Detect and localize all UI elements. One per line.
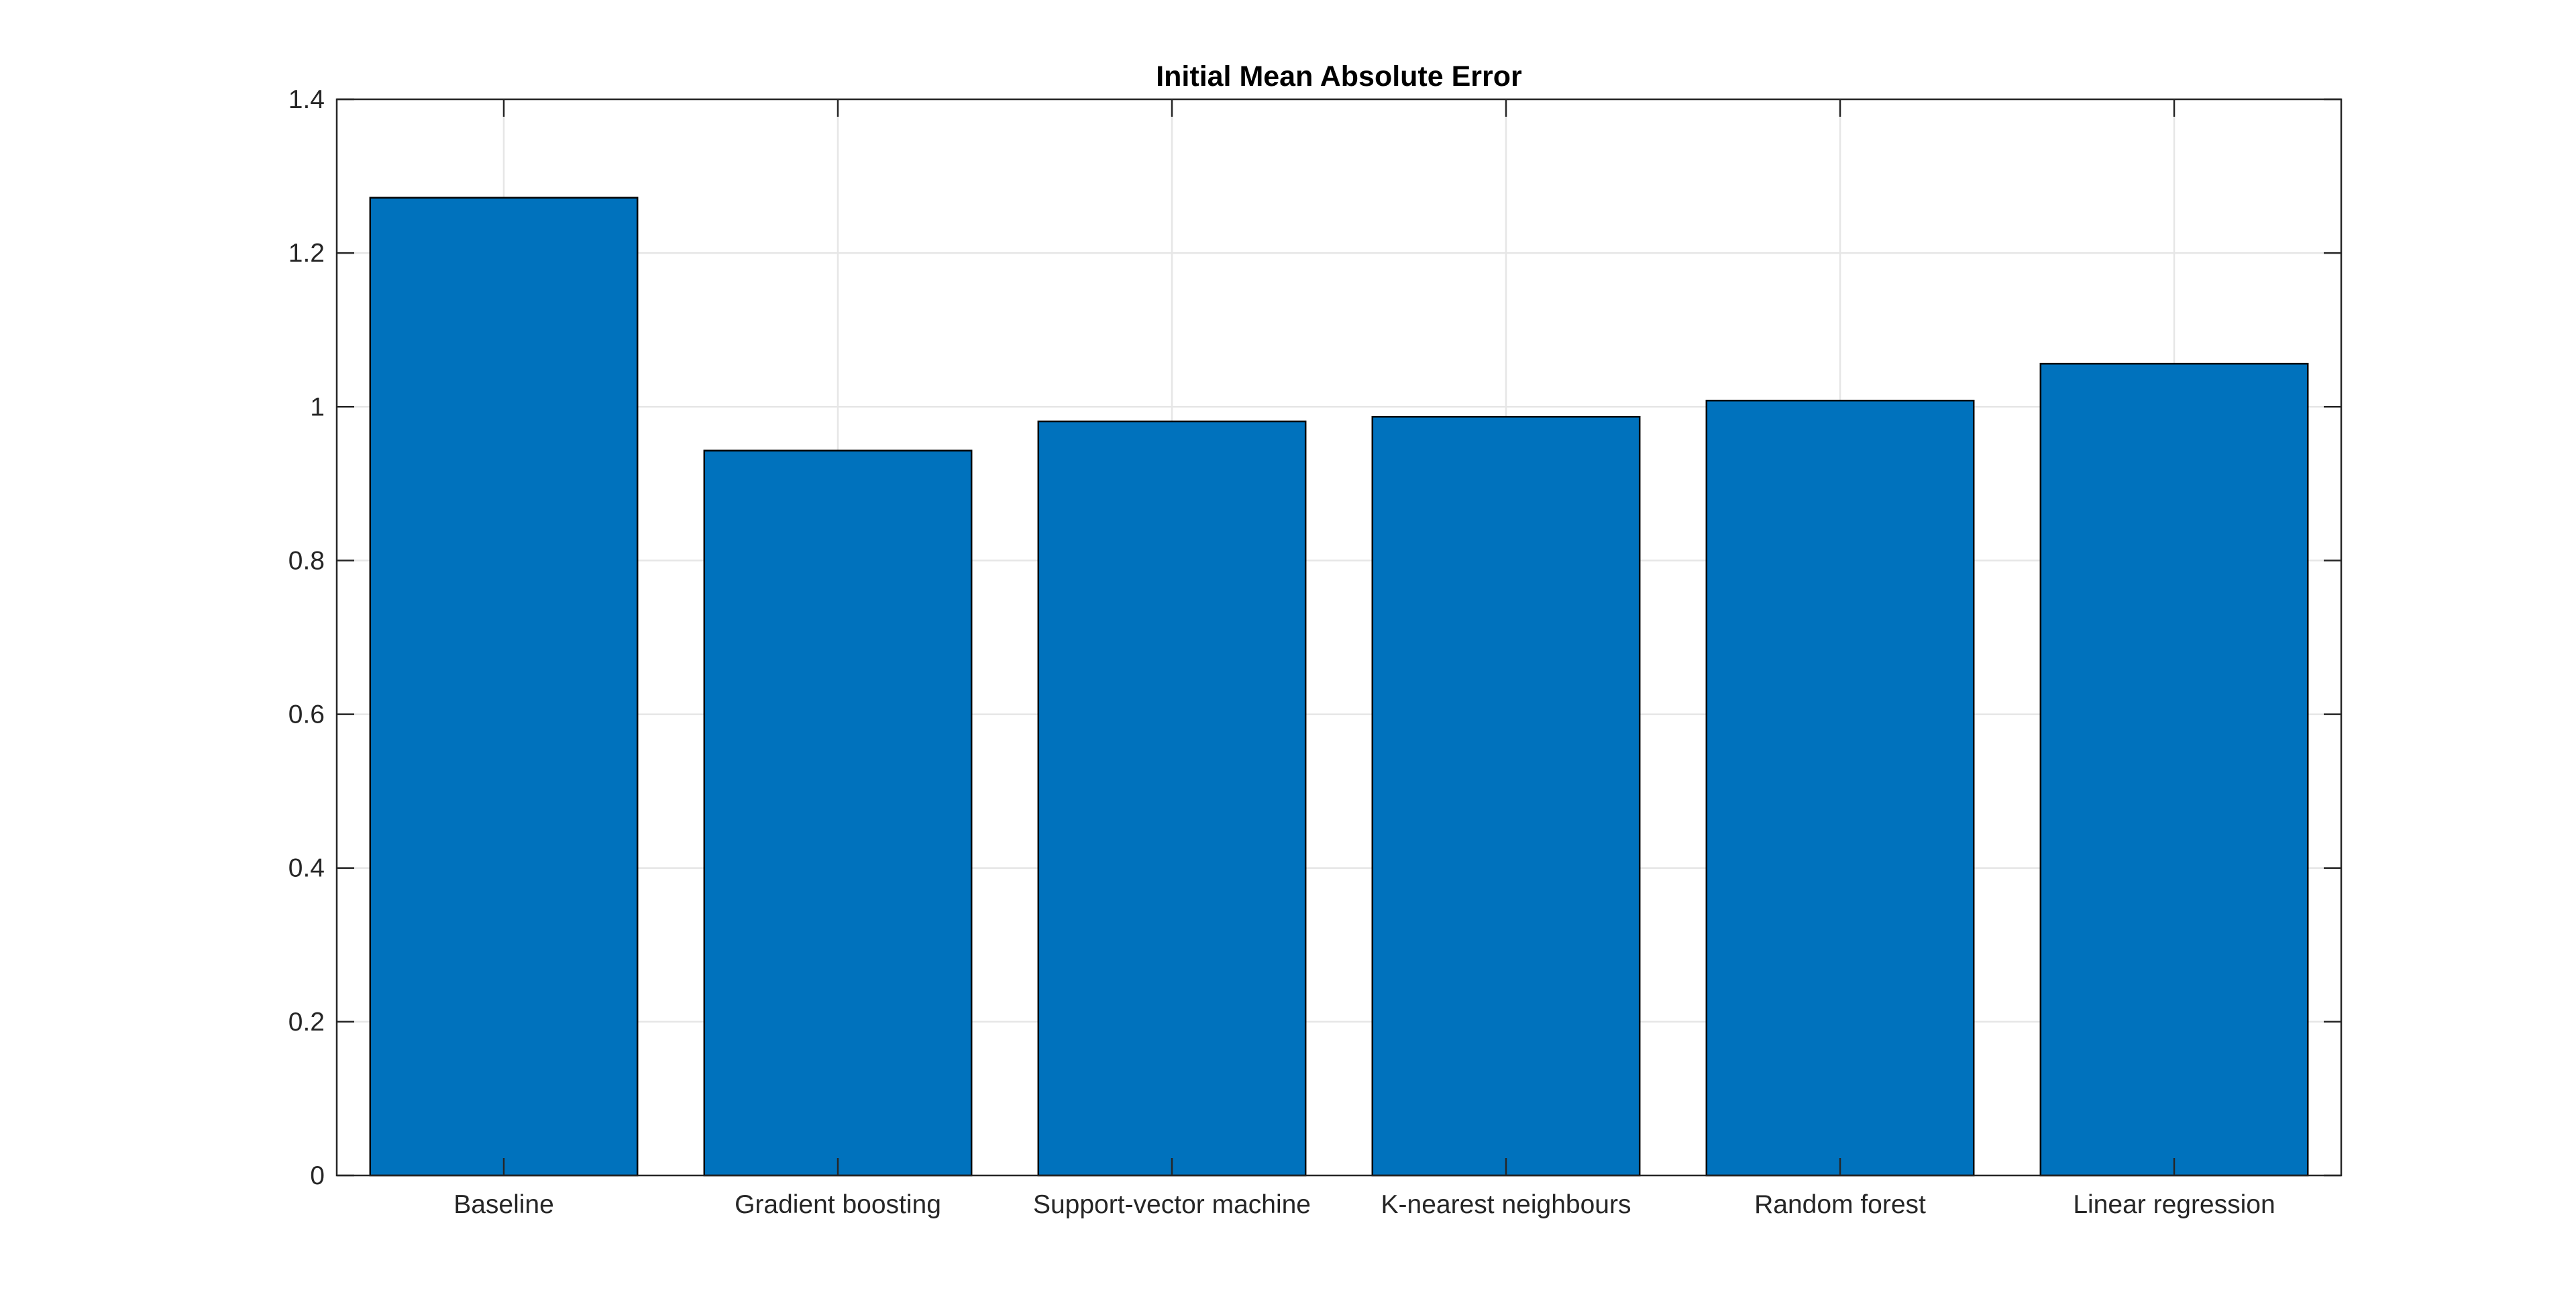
x-tick-label: Linear regression — [2073, 1190, 2275, 1219]
y-tick-label: 0.2 — [288, 1008, 325, 1037]
bar — [1037, 420, 1307, 1177]
y-tick-label: 0 — [310, 1161, 325, 1190]
chart-title: Initial Mean Absolute Error — [1156, 60, 1522, 93]
y-tick-label: 1.4 — [288, 85, 325, 114]
x-tick-label: Random forest — [1754, 1190, 1926, 1219]
x-tick-label: Baseline — [453, 1190, 554, 1219]
tick-marks — [337, 98, 2341, 1177]
x-tick-label: Gradient boosting — [735, 1190, 941, 1219]
grid-lines — [337, 99, 2341, 1175]
bar — [369, 197, 639, 1177]
y-tick-label: 0.8 — [288, 546, 325, 575]
x-tick-labels: Baseline Gradient boosting Support-vector … — [453, 1190, 2275, 1219]
x-tick-label: K-nearest neighbours — [1381, 1190, 1631, 1219]
bar — [1371, 415, 1641, 1177]
y-tick-labels: 0 0.2 0.4 0.6 0.8 1 1.2 1.4 — [288, 85, 325, 1190]
y-tick-label: 0.4 — [288, 854, 325, 883]
y-tick-label: 1.2 — [288, 239, 325, 268]
y-tick-label: 0.6 — [288, 700, 325, 729]
bar — [703, 450, 973, 1177]
x-tick-label: Support-vector machine — [1033, 1190, 1311, 1219]
axes-box — [335, 98, 2343, 1177]
bars — [369, 197, 2309, 1177]
y-tick-label: 1 — [310, 392, 325, 421]
bar — [2039, 362, 2309, 1177]
bar — [1705, 399, 1975, 1177]
